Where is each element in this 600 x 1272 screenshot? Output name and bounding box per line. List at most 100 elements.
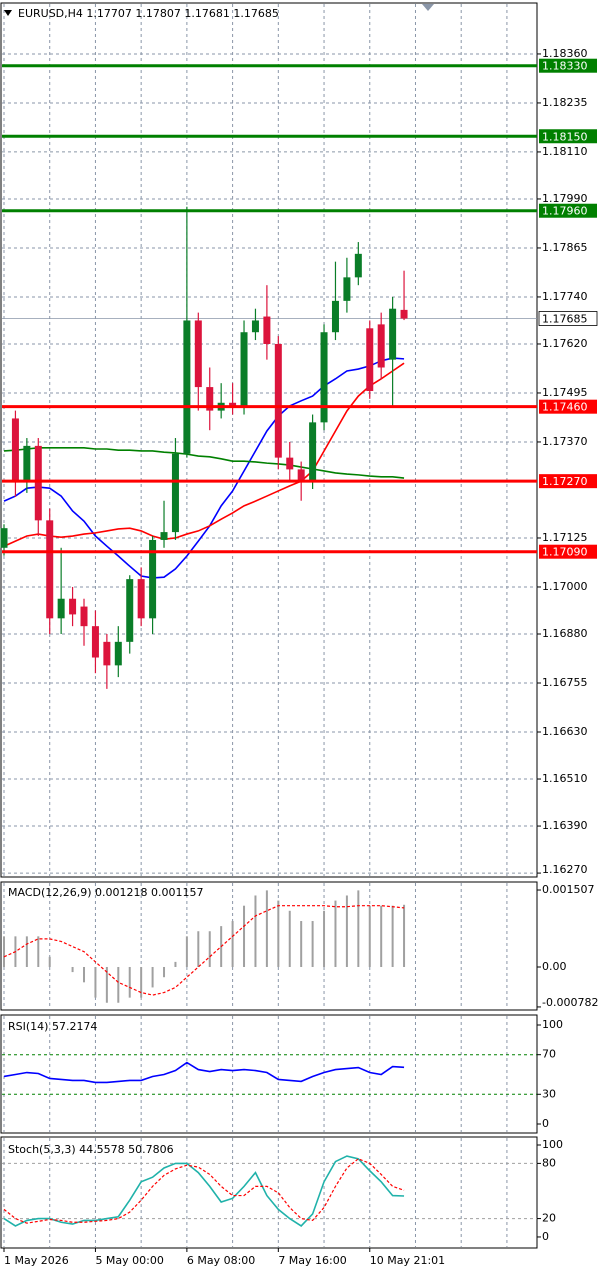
macd-bar xyxy=(105,966,108,1003)
y-tick-label: 0 xyxy=(542,1117,549,1130)
candle-body xyxy=(34,445,42,521)
y-tick-label: 1.17740 xyxy=(542,290,588,303)
candle-body xyxy=(0,528,8,548)
candle-body xyxy=(286,457,294,470)
y-tick-label: 1.16755 xyxy=(542,676,588,689)
moving-average xyxy=(3,357,405,579)
candle-body xyxy=(377,324,385,368)
level-label-box xyxy=(539,544,597,559)
level-label: 1.17960 xyxy=(542,205,588,218)
macd-bar xyxy=(277,900,280,967)
y-tick-label: 1.17620 xyxy=(542,337,588,350)
macd-bar xyxy=(243,905,246,967)
x-tick-label: 1 May 2026 xyxy=(4,1254,69,1267)
macd-bar xyxy=(71,966,74,973)
candle-body xyxy=(171,453,179,533)
candle-body xyxy=(320,332,328,423)
candle-body xyxy=(137,579,145,619)
y-tick-label: 1.16510 xyxy=(542,772,588,785)
macd-bar xyxy=(174,961,177,967)
y-tick-label: -0.000782 xyxy=(542,996,598,1009)
oscillator-line xyxy=(3,1061,405,1084)
y-tick-label: 80 xyxy=(542,1156,556,1169)
y-tick-label: 0 xyxy=(542,1230,549,1243)
level-label: 1.18150 xyxy=(542,130,588,143)
candle-body xyxy=(274,343,282,458)
candle-body xyxy=(183,320,191,454)
oscillator-line xyxy=(3,1155,405,1227)
moving-average xyxy=(3,362,405,547)
y-tick-label: 100 xyxy=(542,1018,563,1031)
macd-bar xyxy=(117,966,120,1003)
macd-bar xyxy=(197,931,200,967)
y-tick-label: 1.17990 xyxy=(542,192,588,205)
current-price-box xyxy=(538,311,598,326)
macd-bar xyxy=(368,905,371,967)
y-tick-label: 1.18110 xyxy=(542,145,588,158)
candle-body xyxy=(229,402,237,407)
current-price-label: 1.17685 xyxy=(542,313,588,326)
macd-bar xyxy=(345,895,348,967)
y-tick-label: 1.17000 xyxy=(542,580,588,593)
macd-bar xyxy=(334,900,337,967)
x-tick-label: 7 May 16:00 xyxy=(278,1254,346,1267)
candle-body xyxy=(251,320,259,333)
candle-body xyxy=(57,598,65,619)
macd-bar xyxy=(208,931,211,967)
candle-body xyxy=(69,598,77,615)
level-label: 1.17090 xyxy=(542,546,588,559)
macd-bar xyxy=(163,966,166,978)
shift-marker[interactable] xyxy=(422,4,434,11)
macd-bar xyxy=(128,966,131,998)
macd-bar xyxy=(300,921,303,967)
level-label: 1.18330 xyxy=(542,60,588,73)
macd-bar xyxy=(25,936,28,967)
rsi-label: RSI(14) 57.2174 xyxy=(8,1020,97,1033)
candle-body xyxy=(160,532,168,540)
chart-title: EURUSD,H4 1.17707 1.17807 1.17681 1.1768… xyxy=(18,7,279,20)
y-tick-label: 1.17125 xyxy=(542,531,588,544)
candle-body xyxy=(400,309,408,319)
x-tick-label: 6 May 08:00 xyxy=(187,1254,255,1267)
macd-bar xyxy=(391,905,394,967)
macd-bar xyxy=(254,895,257,967)
level-label: 1.17270 xyxy=(542,475,588,488)
candle-body xyxy=(331,300,339,333)
y-tick-label: 1.18360 xyxy=(542,47,588,60)
level-label-box xyxy=(539,129,597,144)
y-tick-label: 0.001507 xyxy=(542,883,595,896)
candle-body xyxy=(194,320,202,388)
macd-bar xyxy=(288,910,291,967)
candle-body xyxy=(11,418,19,482)
level-label-box xyxy=(539,58,597,73)
y-tick-label: 100 xyxy=(542,1138,563,1151)
macd-bar xyxy=(83,966,86,983)
y-tick-label: 0.00 xyxy=(542,960,567,973)
y-tick-label: 1.16270 xyxy=(542,863,588,876)
candle-body xyxy=(149,539,157,619)
candle-body xyxy=(343,277,351,301)
y-tick-label: 1.16390 xyxy=(542,819,588,832)
candle-body xyxy=(91,626,99,658)
candle-body xyxy=(309,422,317,482)
candle-body xyxy=(206,387,214,411)
y-tick-label: 30 xyxy=(542,1087,556,1100)
macd-bar xyxy=(403,904,406,967)
macd-bar xyxy=(94,966,97,998)
candle-body xyxy=(389,308,397,360)
macd-bar xyxy=(37,936,40,967)
level-label: 1.17460 xyxy=(542,401,588,414)
candle-body xyxy=(297,469,305,482)
stoch-label: Stoch(5,3,3) 44.5578 50.7806 xyxy=(8,1143,174,1156)
macd-bar xyxy=(151,966,154,988)
level-label-box xyxy=(539,399,597,414)
candle-body xyxy=(103,641,111,666)
menu-arrow[interactable] xyxy=(4,10,12,16)
macd-bar xyxy=(185,936,188,967)
macd-bar xyxy=(311,921,314,967)
candle-body xyxy=(114,641,122,666)
y-tick-label: 1.16880 xyxy=(542,627,588,640)
candle-body xyxy=(354,253,362,278)
